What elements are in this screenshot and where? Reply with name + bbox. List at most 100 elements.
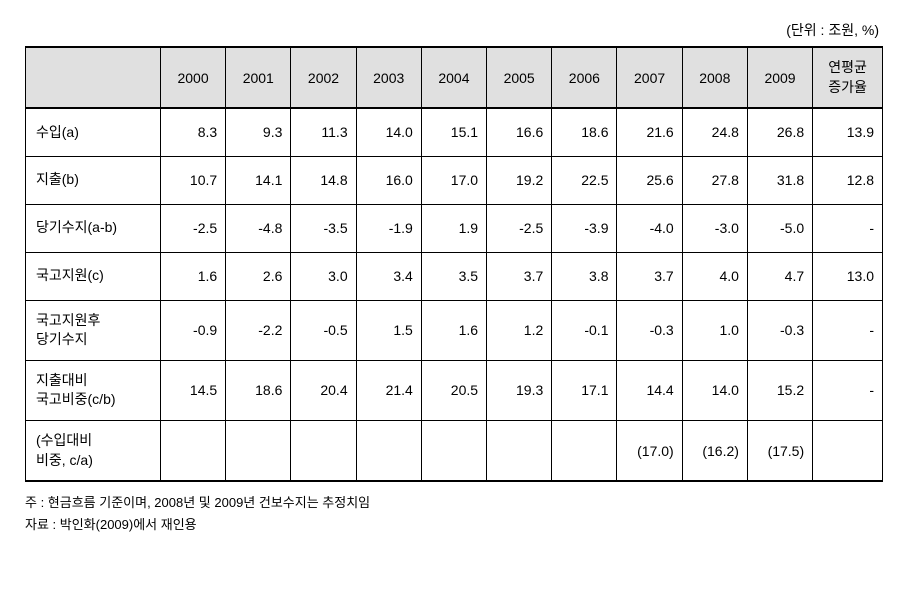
cell: 15.1 xyxy=(421,108,486,156)
cell: 1.9 xyxy=(421,204,486,252)
table-row: 국고지원후당기수지-0.9-2.2-0.51.51.61.2-0.1-0.31.… xyxy=(26,300,883,360)
header-blank xyxy=(26,47,161,108)
row-label: 지출(b) xyxy=(26,156,161,204)
cell: 1.2 xyxy=(487,300,552,360)
cell: 1.0 xyxy=(682,300,747,360)
table-row: 지출대비국고비중(c/b)14.518.620.421.420.519.317.… xyxy=(26,360,883,420)
header-2005: 2005 xyxy=(487,47,552,108)
cell: 9.3 xyxy=(226,108,291,156)
notes-block: 주 : 현금흐름 기준이며, 2008년 및 2009년 건보수지는 추정치임 … xyxy=(25,492,883,536)
note-line-1: 주 : 현금흐름 기준이며, 2008년 및 2009년 건보수지는 추정치임 xyxy=(25,492,883,514)
cell: 16.0 xyxy=(356,156,421,204)
cell: 10.7 xyxy=(160,156,225,204)
cell: 19.3 xyxy=(487,360,552,420)
data-table: 2000 2001 2002 2003 2004 2005 2006 2007 … xyxy=(25,46,883,482)
table-row: 국고지원(c)1.62.63.03.43.53.73.83.74.04.713.… xyxy=(26,252,883,300)
cell: 15.2 xyxy=(747,360,812,420)
cell xyxy=(291,421,356,482)
header-avg-growth: 연평균증가율 xyxy=(813,47,883,108)
cell: 3.4 xyxy=(356,252,421,300)
cell: 4.7 xyxy=(747,252,812,300)
cell xyxy=(487,421,552,482)
cell: 14.0 xyxy=(682,360,747,420)
row-label: 지출대비국고비중(c/b) xyxy=(26,360,161,420)
cell: 25.6 xyxy=(617,156,682,204)
cell: 3.5 xyxy=(421,252,486,300)
cell: 20.4 xyxy=(291,360,356,420)
cell: 21.4 xyxy=(356,360,421,420)
cell: 12.8 xyxy=(813,156,883,204)
cell: -0.1 xyxy=(552,300,617,360)
header-2002: 2002 xyxy=(291,47,356,108)
cell xyxy=(160,421,225,482)
cell: 1.6 xyxy=(160,252,225,300)
cell: 20.5 xyxy=(421,360,486,420)
cell: (16.2) xyxy=(682,421,747,482)
cell: -0.9 xyxy=(160,300,225,360)
cell: 24.8 xyxy=(682,108,747,156)
header-2001: 2001 xyxy=(226,47,291,108)
cell: - xyxy=(813,300,883,360)
cell: -0.3 xyxy=(617,300,682,360)
cell: 3.8 xyxy=(552,252,617,300)
cell: 13.9 xyxy=(813,108,883,156)
cell: 2.6 xyxy=(226,252,291,300)
cell: -2.5 xyxy=(487,204,552,252)
cell: 8.3 xyxy=(160,108,225,156)
header-row: 2000 2001 2002 2003 2004 2005 2006 2007 … xyxy=(26,47,883,108)
cell: (17.0) xyxy=(617,421,682,482)
header-2009: 2009 xyxy=(747,47,812,108)
cell: 14.0 xyxy=(356,108,421,156)
cell: 4.0 xyxy=(682,252,747,300)
row-label: (수입대비비중, c/a) xyxy=(26,421,161,482)
cell: 3.0 xyxy=(291,252,356,300)
cell xyxy=(421,421,486,482)
cell: 31.8 xyxy=(747,156,812,204)
cell xyxy=(552,421,617,482)
cell: 16.6 xyxy=(487,108,552,156)
cell xyxy=(356,421,421,482)
cell: 19.2 xyxy=(487,156,552,204)
unit-label: (단위 : 조원, %) xyxy=(25,20,879,40)
cell xyxy=(226,421,291,482)
cell: 14.4 xyxy=(617,360,682,420)
cell: 3.7 xyxy=(487,252,552,300)
cell: 18.6 xyxy=(226,360,291,420)
table-row: 지출(b)10.714.114.816.017.019.222.525.627.… xyxy=(26,156,883,204)
cell: 1.5 xyxy=(356,300,421,360)
cell: - xyxy=(813,360,883,420)
cell: 14.5 xyxy=(160,360,225,420)
table-row: 당기수지(a-b)-2.5-4.8-3.5-1.91.9-2.5-3.9-4.0… xyxy=(26,204,883,252)
header-2006: 2006 xyxy=(552,47,617,108)
cell: 21.6 xyxy=(617,108,682,156)
cell: -3.0 xyxy=(682,204,747,252)
cell: -3.5 xyxy=(291,204,356,252)
header-2007: 2007 xyxy=(617,47,682,108)
cell: (17.5) xyxy=(747,421,812,482)
cell: 17.1 xyxy=(552,360,617,420)
cell: -0.3 xyxy=(747,300,812,360)
header-2004: 2004 xyxy=(421,47,486,108)
note-line-2: 자료 : 박인화(2009)에서 재인용 xyxy=(25,514,883,536)
cell: -1.9 xyxy=(356,204,421,252)
cell: 3.7 xyxy=(617,252,682,300)
cell: 17.0 xyxy=(421,156,486,204)
cell: -0.5 xyxy=(291,300,356,360)
cell: 14.8 xyxy=(291,156,356,204)
cell: 18.6 xyxy=(552,108,617,156)
cell xyxy=(813,421,883,482)
cell: -4.0 xyxy=(617,204,682,252)
row-label: 수입(a) xyxy=(26,108,161,156)
cell: 26.8 xyxy=(747,108,812,156)
cell: -4.8 xyxy=(226,204,291,252)
header-2003: 2003 xyxy=(356,47,421,108)
header-2008: 2008 xyxy=(682,47,747,108)
cell: 22.5 xyxy=(552,156,617,204)
header-2000: 2000 xyxy=(160,47,225,108)
row-label: 국고지원(c) xyxy=(26,252,161,300)
row-label: 국고지원후당기수지 xyxy=(26,300,161,360)
cell: 14.1 xyxy=(226,156,291,204)
cell: -2.5 xyxy=(160,204,225,252)
cell: 13.0 xyxy=(813,252,883,300)
cell: -5.0 xyxy=(747,204,812,252)
